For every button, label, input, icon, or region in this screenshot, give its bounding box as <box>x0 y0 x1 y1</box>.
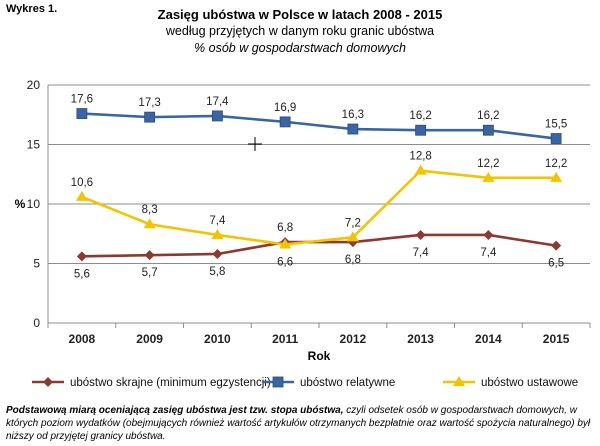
marker-square <box>211 110 223 122</box>
marker-triangle <box>482 171 495 182</box>
marker-square <box>550 133 562 144</box>
series-line <box>81 169 557 246</box>
marker-triangle <box>346 231 359 242</box>
marker-triangle <box>453 376 465 386</box>
footnote-bold: Podstawową miarą oceniającą zasięg ubóst… <box>6 405 344 416</box>
marker-diamond <box>144 250 155 261</box>
marker-triangle <box>279 238 292 249</box>
series-line <box>81 112 557 140</box>
x-tick-label: 2008 <box>69 332 96 346</box>
x-axis-title: Rok <box>308 349 331 363</box>
data-label: 16,9 <box>274 102 296 114</box>
x-axis-ticks: 2008 2009 2010 2011 2012 2013 2014 2015 <box>47 323 591 346</box>
series-3: 10,6 8,3 7,4 6,6 7,2 12,8 12,2 12,2 <box>71 151 568 269</box>
marker-triangle <box>414 164 427 175</box>
data-label: 16,3 <box>342 109 364 121</box>
data-label: 6,6 <box>277 256 293 268</box>
marker-diamond <box>551 240 562 251</box>
data-label: 15,5 <box>545 119 567 131</box>
data-label: 6,5 <box>548 258 564 270</box>
x-tick-label: 2012 <box>340 332 367 346</box>
legend: ubóstwo skrajne (minimum egzystencji) ubó… <box>32 376 578 389</box>
data-label: 7,4 <box>413 247 430 259</box>
data-label: 7,4 <box>480 247 497 259</box>
marker-triangle <box>143 218 156 229</box>
marker-triangle <box>211 228 224 239</box>
data-label: 6,8 <box>345 254 361 266</box>
legend-label: ubóstwo ustawowe <box>481 377 578 389</box>
x-tick-label: 2015 <box>543 332 570 346</box>
marker-square <box>144 111 156 123</box>
chart-title-block: Zasięg ubóstwa w Polsce w latach 2008 - … <box>0 6 600 57</box>
y-axis-title: % <box>15 197 26 211</box>
data-label: 7,2 <box>345 217 361 229</box>
legend-label: ubóstwo relatywne <box>300 377 395 389</box>
legend-label: ubóstwo skrajne (minimum egzystencji) <box>70 377 271 389</box>
marker-diamond <box>43 377 53 387</box>
data-label: 16,2 <box>409 110 431 122</box>
chart-subtitle: według przyjętych w danym roku granic ub… <box>165 24 435 38</box>
figure-label: Wykres 1. <box>6 3 58 15</box>
x-tick-label: 2014 <box>475 332 502 346</box>
marker-square <box>279 116 291 128</box>
data-label: 17,4 <box>206 96 229 108</box>
y-gridlines: 0 5 10 15 20 <box>27 78 590 330</box>
marker-triangle <box>550 171 563 182</box>
data-label: 17,6 <box>71 94 93 106</box>
data-label: 10,6 <box>71 177 93 189</box>
x-tick-label: 2011 <box>272 332 298 346</box>
marker-square <box>482 124 494 136</box>
chart-title: Zasięg ubóstwa w Polsce w latach 2008 - … <box>157 7 443 22</box>
data-label: 5,6 <box>74 268 90 280</box>
data-label: 12,2 <box>477 158 499 170</box>
footnote: Podstawową miarą oceniającą zasięg ubóst… <box>6 404 594 443</box>
data-label: 12,2 <box>545 158 567 170</box>
x-tick-label: 2013 <box>407 332 434 346</box>
series-2: 17,6 17,3 17,4 16,9 16,3 16,2 16,2 15,5 <box>71 94 567 144</box>
marker-triangle <box>75 190 88 201</box>
marker-square <box>76 108 88 119</box>
data-label: 6,8 <box>277 222 293 234</box>
marker-diamond <box>212 248 223 259</box>
marker-diamond <box>415 229 426 240</box>
data-label: 5,8 <box>209 266 225 278</box>
marker-diamond <box>76 251 87 262</box>
data-label: 8,3 <box>142 204 158 216</box>
series-1: 5,6 5,7 5,8 6,8 6,8 7,4 7,4 6,5 <box>74 222 564 280</box>
marker-square <box>415 124 427 136</box>
y-tick-label: 10 <box>27 197 41 211</box>
x-tick-label: 2010 <box>204 332 231 346</box>
chart-subtitle-units: % osób w gospodarstwach domowych <box>194 41 406 55</box>
data-label: 7,4 <box>209 215 226 227</box>
data-label: 16,2 <box>477 110 499 122</box>
data-label: 17,3 <box>138 97 160 109</box>
data-label: 5,7 <box>142 267 158 279</box>
y-tick-label: 0 <box>33 316 40 330</box>
crosshair-cursor-icon <box>248 137 262 151</box>
y-tick-label: 15 <box>27 138 41 152</box>
marker-diamond <box>483 229 494 240</box>
y-tick-label: 5 <box>33 257 40 271</box>
marker-square <box>272 376 284 388</box>
line-chart: 0 5 10 15 20 2008 2009 2010 2011 2012 2013 2014 2015… <box>15 78 591 389</box>
marker-square <box>347 123 359 135</box>
y-tick-label: 20 <box>27 78 41 92</box>
data-label: 12,8 <box>409 151 431 163</box>
x-tick-label: 2009 <box>136 332 163 346</box>
footnote-rest: czyli odsetek osób w gospodarstwach domo… <box>6 405 591 442</box>
